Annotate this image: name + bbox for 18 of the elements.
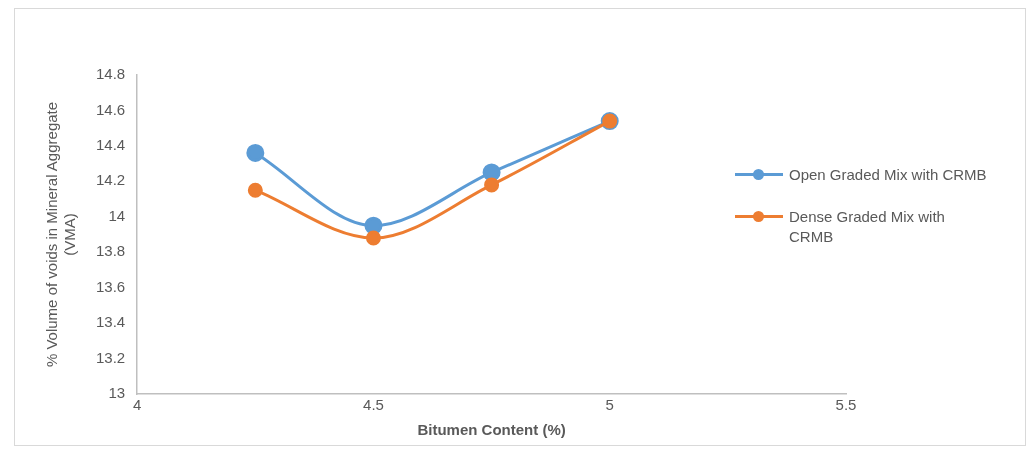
y-tick-label: 13.6 <box>95 277 126 295</box>
x-tick-label: 5 <box>605 396 614 414</box>
y-tick-label: 14.6 <box>95 100 126 118</box>
y-tick-label: 13.2 <box>95 348 126 366</box>
legend-label: Open Graded Mix with CRMB <box>789 165 988 185</box>
y-tick-label: 13 <box>108 384 126 402</box>
x-axis-title: Bitumen Content (%) <box>417 421 566 439</box>
y-tick-label: 14 <box>108 206 126 224</box>
y-tick-label: 14.2 <box>95 171 126 189</box>
y-tick-label: 14.4 <box>95 136 126 154</box>
y-tick-label: 14.8 <box>95 65 126 83</box>
x-tick-label: 4 <box>133 396 142 414</box>
y-tick-label: 13.8 <box>95 242 126 260</box>
x-tick-label: 5.5 <box>835 396 857 414</box>
x-tick-label: 4.5 <box>363 396 384 414</box>
y-axis-title: % Volume of voids in Mineral Aggregate (VMA) <box>43 101 79 368</box>
y-tick-label: 13.4 <box>95 313 126 331</box>
legend-label: Dense Graded Mix with CRMB <box>789 207 946 247</box>
